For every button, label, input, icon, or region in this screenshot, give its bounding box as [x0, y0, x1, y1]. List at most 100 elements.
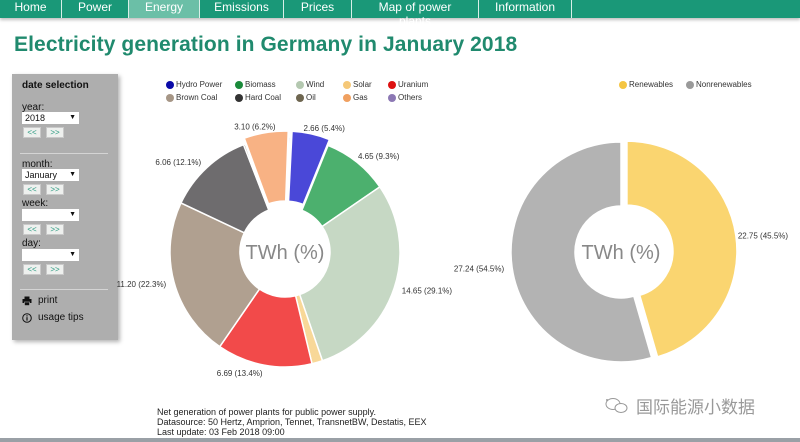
day-label: day: [22, 238, 41, 249]
legend-label: Brown Coal [176, 93, 218, 102]
legend-label: Gas [353, 93, 368, 102]
watermark: 国际能源小数据 [604, 393, 755, 418]
year-label: year: [22, 102, 45, 113]
legend-label: Renewables [629, 80, 674, 89]
legend-label: Wind [306, 80, 325, 89]
nav-map-of-power-plants[interactable]: Map of power plants [352, 0, 479, 28]
dropdown-arrow-icon: ▼ [69, 211, 76, 218]
data-label-gas: 3.10 (6.2%) [234, 123, 276, 132]
data-label-biomass: 4.65 (9.3%) [358, 152, 400, 161]
month-label: month: [22, 159, 53, 170]
info-icon [22, 312, 32, 323]
slice-hydro-power[interactable] [287, 130, 331, 206]
legend-label: Nonrenewables [696, 80, 752, 89]
usage-tips-label: usage tips [38, 312, 84, 323]
day-select[interactable]: ▼ [22, 249, 79, 261]
legend-swatch [388, 80, 396, 89]
year-select[interactable]: 2018 ▼ [22, 112, 79, 124]
month-select-value: January [25, 170, 58, 180]
legend-swatch [166, 93, 174, 102]
legend-swatch [686, 80, 694, 89]
data-label-hard-coal: 6.06 (12.1%) [155, 158, 201, 167]
legend-item-oil[interactable]: Oil [296, 93, 316, 102]
slice-brown-coal[interactable] [169, 201, 261, 348]
legend-item-gas[interactable]: Gas [343, 93, 368, 102]
legend-item-uranium[interactable]: Uranium [388, 80, 428, 89]
legend-item-renewables[interactable]: Renewables [619, 80, 673, 89]
slice-renewables[interactable] [626, 140, 738, 358]
year-next-button[interactable]: >> [46, 127, 64, 138]
center-label: TWh (%) [246, 242, 325, 264]
year-prev-button[interactable]: << [23, 127, 41, 138]
year-select-value: 2018 [25, 113, 46, 123]
print-label: print [38, 295, 58, 306]
day-prev-button[interactable]: << [23, 264, 41, 275]
footnote-line-1: Net generation of power plants for publi… [157, 407, 376, 417]
legend-swatch [235, 93, 243, 102]
footnote: Net generation of power plants for publi… [157, 407, 426, 437]
week-prev-button[interactable]: << [23, 224, 41, 235]
wechat-logo-icon [605, 397, 628, 413]
dropdown-arrow-icon: ▼ [69, 251, 76, 258]
nav-prices[interactable]: Prices [284, 0, 352, 18]
slice-gas[interactable] [243, 130, 289, 205]
month-next-button[interactable]: >> [46, 184, 64, 195]
date-selection-heading: date selection [22, 80, 89, 91]
legend-label: Uranium [398, 80, 429, 89]
slice-others[interactable] [285, 136, 292, 208]
printer-icon [22, 296, 32, 306]
nav-information[interactable]: Information [479, 0, 572, 18]
data-label-renewables: 22.75 (45.5%) [738, 231, 789, 240]
footnote-datasource: Datasource: 50 Hertz, Amprion, Tennet, T… [157, 417, 427, 427]
renewables-donut-chart: 22.75 (45.5%) 27.24 (54.5%) TWh (%) [454, 140, 789, 363]
divider [20, 153, 108, 154]
week-next-button[interactable]: >> [46, 224, 64, 235]
legend-label: Solar [353, 80, 372, 89]
footnote-last-update: Last update: 03 Feb 2018 09:00 [157, 427, 285, 437]
legend-swatch [343, 80, 351, 89]
dropdown-arrow-icon: ▼ [69, 171, 76, 178]
week-select[interactable]: ▼ [22, 209, 79, 221]
legend-swatch [166, 80, 174, 89]
data-label-brown-coal: 11.20 (22.3%) [117, 280, 167, 289]
slice-oil[interactable] [242, 143, 271, 211]
center-label: TWh (%) [582, 242, 661, 264]
usage-tips-link[interactable]: usage tips [22, 312, 84, 323]
nav-emissions[interactable]: Emissions [200, 0, 284, 18]
page-title: Electricity generation in Germany in Jan… [14, 33, 518, 56]
legend-item-solar[interactable]: Solar [343, 80, 372, 89]
day-next-button[interactable]: >> [46, 264, 64, 275]
date-selection-panel: date selection year: 2018 ▼ << >> month:… [12, 74, 118, 340]
slice-wind[interactable] [298, 185, 401, 362]
legend-item-wind[interactable]: Wind [296, 80, 324, 89]
month-select[interactable]: January ▼ [22, 169, 79, 181]
legend-item-hydro-power[interactable]: Hydro Power [166, 80, 222, 89]
legend-item-hard-coal[interactable]: Hard Coal [235, 93, 281, 102]
legend-item-nonrenewables[interactable]: Nonrenewables [686, 80, 752, 89]
legend-item-biomass[interactable]: Biomass [235, 80, 276, 89]
dropdown-arrow-icon: ▼ [69, 114, 76, 121]
divider [20, 289, 108, 290]
generation-donut-chart: 2.66 (5.4%) 4.65 (9.3%) 14.65 (29.1%) 6.69 … [117, 123, 453, 378]
legend-label: Hard Coal [245, 93, 282, 102]
data-label-wind: 14.65 (29.1%) [402, 287, 453, 296]
slice-nonrenewables[interactable] [510, 141, 653, 363]
legend-label: Oil [306, 93, 316, 102]
legend-swatch [619, 80, 627, 89]
legend-swatch [388, 93, 396, 102]
legend-item-brown-coal[interactable]: Brown Coal [166, 93, 217, 102]
legend-label: Hydro Power [176, 80, 223, 89]
print-link[interactable]: print [22, 295, 57, 306]
legend-label: Biomass [245, 80, 276, 89]
data-label-hydro-power: 2.66 (5.4%) [304, 124, 346, 133]
legend-swatch [235, 80, 243, 89]
window-bottom-bar [0, 438, 800, 442]
data-label-nonrenewables: 27.24 (54.5%) [454, 265, 505, 274]
nav-home[interactable]: Home [0, 0, 62, 18]
nav-energy[interactable]: Energy [129, 0, 200, 18]
legend-item-others[interactable]: Others [388, 93, 422, 102]
legend-swatch [343, 93, 351, 102]
month-prev-button[interactable]: << [23, 184, 41, 195]
nav-power[interactable]: Power [62, 0, 129, 18]
